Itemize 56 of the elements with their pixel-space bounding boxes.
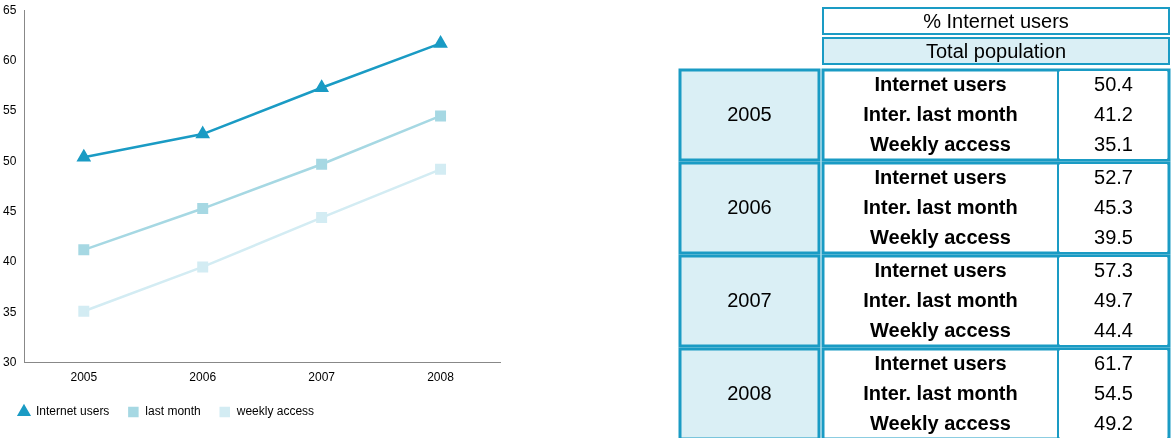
data-label: 45.3 [1094,195,1133,218]
y2-tick-label: 2007 [727,288,772,311]
y-tick-label: 60 [2,52,17,67]
y-tick-label: Inter. last month [863,381,1018,404]
data-label: 44.4 [1094,318,1133,341]
x-tick-label: 2005 [70,370,98,385]
y-tick-label: 45 [2,203,17,218]
point [434,36,447,48]
y-tick-label: Inter. last month [863,288,1018,311]
y-tick-label: Internet users [874,165,1007,188]
y-tick-label: Internet users [874,351,1007,374]
y-tick-label: Weekly access [870,411,1011,434]
data-label: 52.7 [1094,165,1133,188]
point [315,80,329,92]
y2-tick-label: 2006 [727,195,772,218]
y-tick-label: 55 [2,103,17,118]
x-tick-label: 2006 [189,370,217,385]
data-label: 49.2 [1094,411,1133,434]
data-label: 41.2 [1094,102,1133,125]
point [316,158,328,170]
y-tick-label: Weekly access [870,318,1011,341]
y-tick-label: Weekly access [870,225,1011,248]
point [197,261,209,273]
point [196,126,210,139]
y-tick-label: Inter. last month [863,195,1018,218]
x-tick-label: 2007 [308,370,336,385]
legend-label: last month [145,404,201,419]
y-tick-label: 40 [2,254,17,269]
y-tick-label: Internet users [874,258,1007,281]
y-tick-label: Internet users [874,72,1007,95]
y-tick-label: Weekly access [870,132,1011,155]
chart-subtitle: Total population [925,39,1067,62]
point [78,305,90,317]
data-label: 50.4 [1094,72,1133,95]
data-label: 57.3 [1094,258,1133,281]
point [78,244,90,256]
legend-label: Internet users [36,404,110,419]
data-label: 39.5 [1094,225,1133,248]
point [77,149,91,162]
y-tick-label: 50 [2,153,17,168]
y-tick-label: 65 [2,2,17,17]
y2-tick-label: 2005 [727,102,772,125]
y-tick-label: Inter. last month [863,102,1018,125]
y-tick-label: 30 [2,354,17,369]
point [435,110,447,122]
point [316,212,328,224]
legend-label: weekly access [235,404,315,419]
data-label: 61.7 [1094,351,1133,374]
point [197,203,209,215]
data-label: 35.1 [1094,132,1133,155]
data-label: 54.5 [1094,381,1133,404]
y-tick-label: 35 [2,304,17,319]
chart-title: % Internet users [923,9,1069,32]
data-label: 49.7 [1094,288,1133,311]
x-tick-label: 2008 [427,370,455,385]
point [435,163,447,175]
